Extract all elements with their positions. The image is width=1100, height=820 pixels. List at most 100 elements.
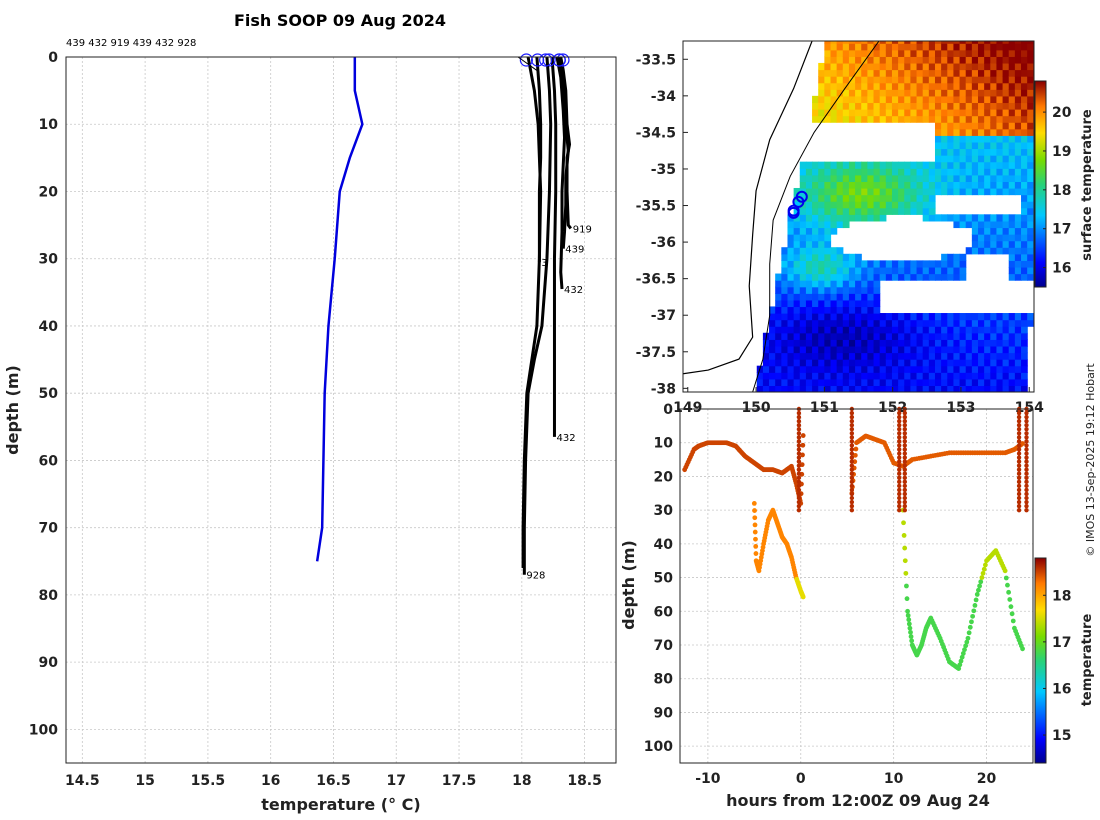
profile-panel: Fish SOOP 09 Aug 2024 439 432 919 439 43… [3, 11, 616, 814]
sst-pixel [800, 162, 807, 169]
sst-pixel [775, 366, 782, 373]
sst-pixel [953, 313, 960, 320]
drop-column-point [850, 508, 854, 512]
profile-y-label: depth (m) [3, 365, 22, 455]
sst-pixel [917, 339, 924, 346]
time-depth-panel: -10 0 10 200102030405060708090100 hours fro… [619, 402, 1095, 810]
sst-pixel [775, 293, 782, 300]
sst-pixel [880, 208, 887, 215]
sst-pixel [990, 37, 997, 44]
sst-pixel [812, 260, 819, 267]
sst-pixel [1021, 313, 1028, 320]
temperature-sample-point [975, 592, 980, 597]
sst-pixel [935, 320, 942, 327]
sst-pixel [1015, 234, 1022, 241]
sst-pixel [1009, 109, 1016, 116]
sst-pixel [824, 333, 831, 340]
profile-x-tick-label: 15.5 [191, 773, 226, 789]
sst-pixel [775, 379, 782, 386]
sst-pixel [874, 280, 881, 287]
sst-pixel [966, 346, 973, 353]
sst-pixel [880, 63, 887, 70]
sst-pixel [996, 320, 1003, 327]
sst-pixel [996, 214, 1003, 221]
sst-pixel [824, 359, 831, 366]
sst-pixel [1027, 254, 1034, 261]
sst-pixel [812, 168, 819, 175]
sst-pixel [953, 56, 960, 63]
drop-column-point [897, 476, 901, 480]
sst-pixel [996, 37, 1003, 44]
sst-pixel [843, 208, 850, 215]
drop-column-point [850, 496, 854, 500]
sst-pixel [787, 339, 794, 346]
sst-pixel [935, 260, 942, 267]
sst-pixel [794, 260, 801, 267]
sst-pixel [837, 63, 844, 70]
sst-pixel [831, 326, 838, 333]
drop-column-point [897, 459, 901, 463]
sst-pixel [984, 83, 991, 90]
sst-pixel [849, 254, 856, 261]
sst-pixel [831, 195, 838, 202]
drop-column-point [850, 415, 854, 419]
sst-pixel [953, 102, 960, 109]
temperature-sample-point [903, 571, 908, 576]
sst-pixel [1015, 366, 1022, 373]
sst-pixel [861, 359, 868, 366]
sst-pixel [929, 353, 936, 360]
sst-pixel [978, 70, 985, 77]
sst-pixel [910, 56, 917, 63]
drop-column-point [903, 411, 907, 415]
sst-pixel [904, 274, 911, 281]
sst-pixel [794, 241, 801, 248]
sst-pixel [831, 254, 838, 261]
sst-pixel [855, 267, 862, 274]
sst-pixel [1009, 346, 1016, 353]
sst-pixel [1003, 70, 1010, 77]
sst-pixel [923, 353, 930, 360]
sst-pixel [917, 175, 924, 182]
sst-pixel [1027, 89, 1034, 96]
sst-pixel [960, 116, 967, 123]
sst-pixel [923, 43, 930, 50]
temperature-sample-point [1005, 583, 1010, 588]
sst-pixel [1015, 96, 1022, 103]
sst-pixel [966, 214, 973, 221]
sst-pixel [824, 162, 831, 169]
sst-pixel [818, 181, 825, 188]
profile-y-tick-label: 80 [39, 588, 59, 604]
sst-pixel [935, 102, 942, 109]
sst-pixel [1003, 320, 1010, 327]
sst-pixel [886, 162, 893, 169]
sst-pixel [837, 102, 844, 109]
sst-pixel [1021, 353, 1028, 360]
sst-pixel [1021, 359, 1028, 366]
sst-pixel [806, 254, 813, 261]
sst-pixel [775, 372, 782, 379]
sst-pixel [917, 181, 924, 188]
sst-pixel [812, 254, 819, 261]
drop-column-point [897, 504, 901, 508]
sst-pixel [886, 320, 893, 327]
sst-pixel [781, 339, 788, 346]
sst-pixel [818, 109, 825, 116]
sst-pixel [775, 326, 782, 333]
sst-pixel [1003, 339, 1010, 346]
sst-pixel [953, 274, 960, 281]
sst-pixel [929, 188, 936, 195]
sst-pixel [1003, 43, 1010, 50]
drop-column-point [1017, 476, 1021, 480]
sst-pixel [874, 201, 881, 208]
sst-pixel [978, 89, 985, 96]
sst-pixel [990, 50, 997, 57]
profile-y-tick-label: 30 [39, 252, 59, 268]
sst-pixel [837, 293, 844, 300]
sst-pixel [1021, 326, 1028, 333]
sst-pixel [818, 293, 825, 300]
sst-pixel [990, 76, 997, 83]
sst-pixel [849, 326, 856, 333]
sst-pixel [1021, 56, 1028, 63]
drop-column-point [903, 472, 907, 476]
sst-pixel [917, 89, 924, 96]
